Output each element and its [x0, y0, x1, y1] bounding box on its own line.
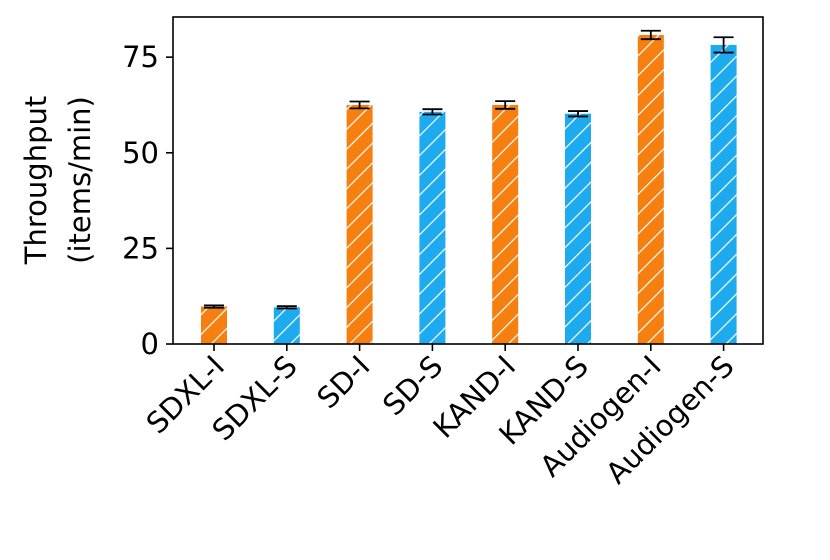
- bar: [492, 104, 519, 345]
- bar-hatch: [419, 111, 446, 344]
- error-bar: [422, 108, 443, 116]
- bars-group: [201, 34, 737, 345]
- error-bar: [349, 100, 370, 110]
- error-bar: [713, 36, 734, 54]
- bar-hatch: [201, 306, 227, 344]
- error-bar: [204, 304, 224, 309]
- y-axis-ticks: 0 25 50 75: [122, 40, 173, 361]
- bar-hatch: [273, 307, 300, 344]
- y-axis-label: Throughput (items/min): [19, 96, 97, 265]
- error-bar: [495, 100, 516, 110]
- bar: [419, 111, 446, 344]
- error-bar: [568, 110, 588, 118]
- bar: [710, 44, 737, 344]
- bar-hatch: [492, 104, 519, 345]
- y-tick-label: 50: [122, 136, 159, 170]
- bar: [346, 104, 373, 345]
- bar-hatch: [637, 34, 664, 345]
- bar: [273, 307, 300, 344]
- plot-frame: [172, 16, 764, 345]
- bar: [637, 34, 664, 345]
- bar: [201, 306, 227, 344]
- error-bars-group: [204, 29, 734, 310]
- bar-hatch: [565, 113, 591, 344]
- y-tick-label: 0: [141, 327, 159, 361]
- y-tick-label: 25: [122, 231, 159, 265]
- bar-hatch: [346, 104, 373, 345]
- error-bar: [640, 29, 661, 41]
- y-axis-label-line1: Throughput: [19, 96, 53, 265]
- error-bar: [276, 305, 297, 310]
- bar-hatch: [710, 44, 737, 344]
- x-tick-label: SD-I: [310, 349, 376, 415]
- bar: [565, 113, 591, 344]
- y-tick-label: 75: [122, 40, 159, 74]
- y-axis-label-line2: (items/min): [63, 96, 97, 264]
